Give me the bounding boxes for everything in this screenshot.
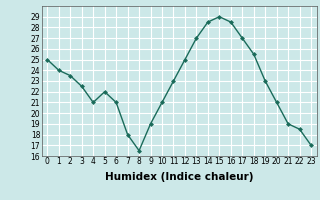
X-axis label: Humidex (Indice chaleur): Humidex (Indice chaleur) — [105, 172, 253, 182]
